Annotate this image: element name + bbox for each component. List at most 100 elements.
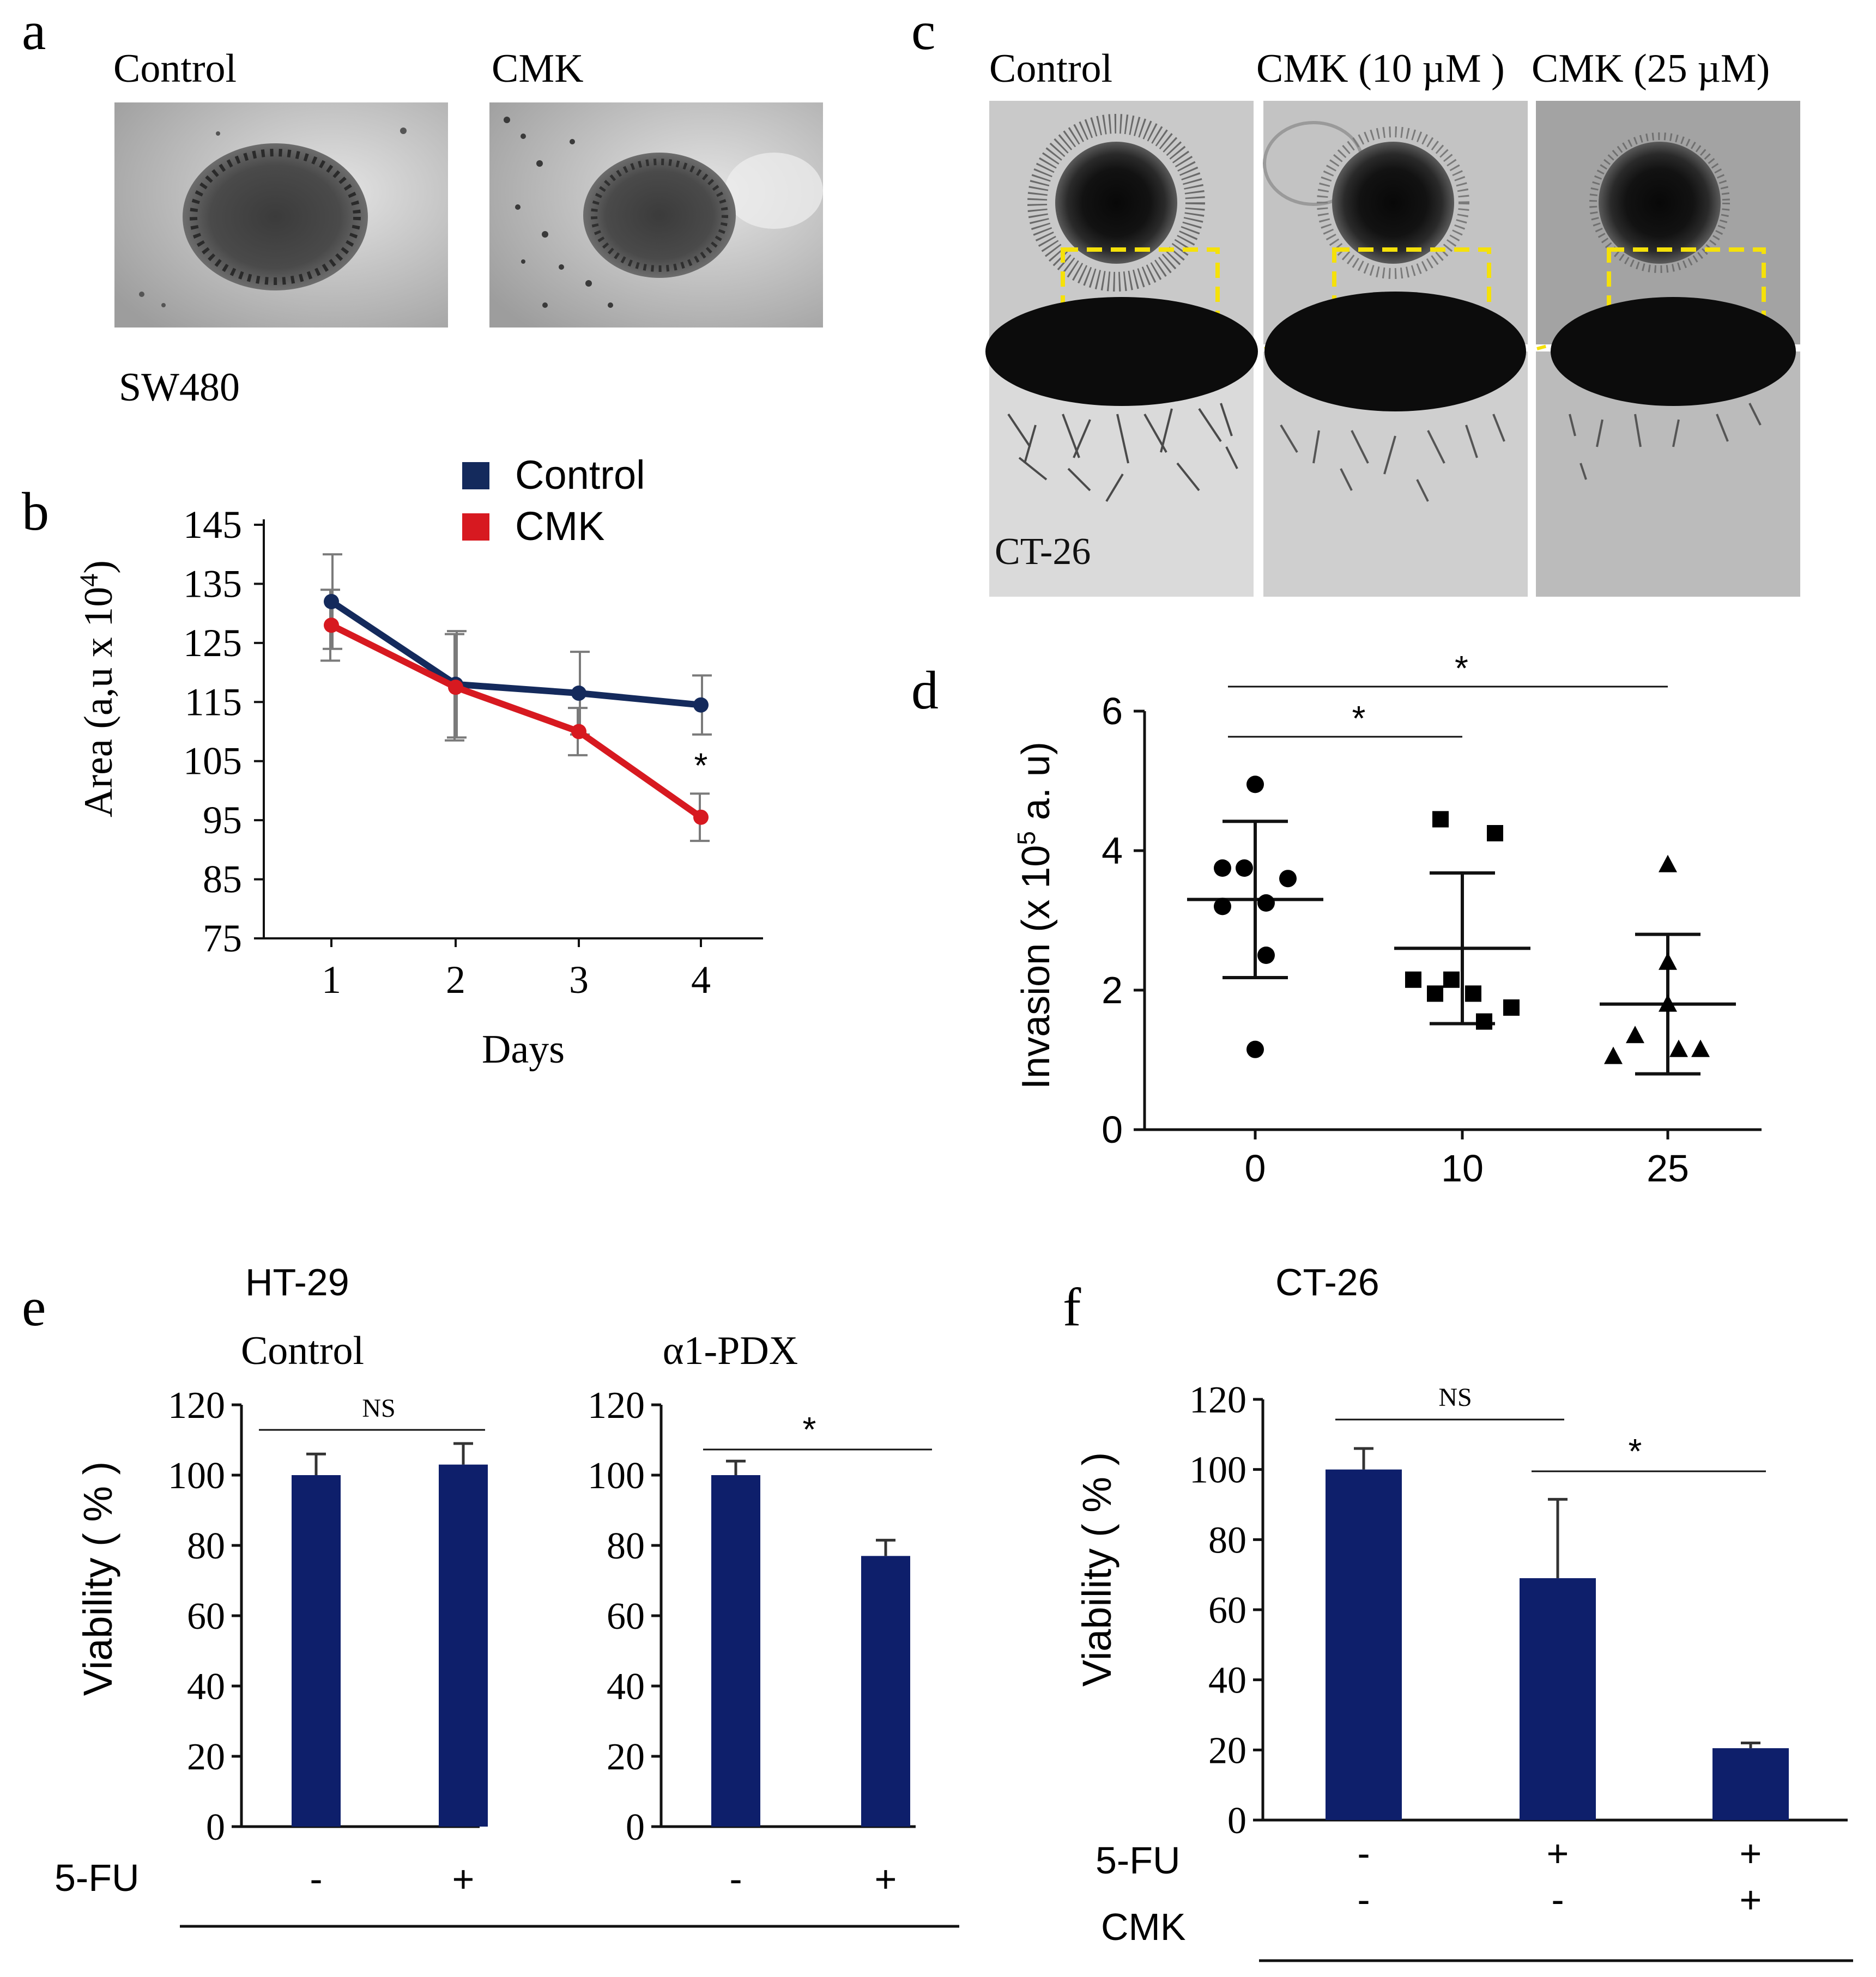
panel-b: b Days Area (a,u x 104) Control CMK 1451…: [22, 452, 763, 1072]
chart-d-point-square: [1465, 985, 1481, 1002]
chart-b-series-control-line: [329, 598, 701, 708]
chart-f-ytick-label: 100: [1189, 1450, 1246, 1491]
chart-e1-ytick-label: 20: [187, 1736, 225, 1778]
chart-b-significance-star: *: [694, 745, 708, 785]
chart-d-point-circle: [1279, 870, 1297, 888]
panel-f: f CT-26 5-FU CMK Viability ( % ) 0 20 40 60…: [1063, 1261, 1853, 1962]
chart-f-bar: [1712, 1748, 1789, 1820]
chart-f-row1-label: -: [1357, 1832, 1370, 1875]
chart-d-ytick-label: 0: [1102, 1108, 1123, 1151]
panel-e-letter: e: [22, 1277, 46, 1337]
chart-d-point-triangle: [1604, 1046, 1623, 1064]
chart-d-point-square: [1427, 985, 1443, 1002]
panel-c-cmk25-label: CMK (25 µM): [1532, 46, 1770, 91]
chart-e-alpha1pdx-title: α1-PDX: [663, 1329, 798, 1373]
chart-d-point-square: [1405, 971, 1421, 988]
chart-b-ylabel-main: Area (a,u x 10: [76, 587, 121, 817]
chart-b-ytick-label: 115: [185, 680, 242, 724]
chart-e2-ytick-label: 40: [607, 1666, 645, 1708]
chart-b-series-control-point: [693, 697, 709, 713]
panel-d-letter: d: [911, 660, 939, 720]
micrograph-c-cmk10-top: [1263, 101, 1528, 344]
chart-d-ylabel-main: Invasion (x 10: [1014, 845, 1058, 1089]
chart-b-xlabel: Days: [482, 1027, 565, 1072]
micrograph-c-cmk10-zoom: [1263, 292, 1528, 597]
chart-d-xtick-label: 10: [1441, 1147, 1484, 1190]
chart-e2-ytick-label: 80: [607, 1525, 645, 1567]
chart-d: Invasion (x 105 a. u) 0 2 4 6 0 10 25 * *: [1012, 648, 1762, 1190]
chart-e-control: Control Viability ( % ) 0 20 40 60 80 100 120 -…: [75, 1329, 488, 1900]
chart-f-significance-ns: NS: [1438, 1383, 1472, 1412]
panel-f-row1-label: 5-FU: [1096, 1839, 1181, 1882]
chart-b: Days Area (a,u x 104) Control CMK 145135…: [75, 452, 763, 1072]
chart-e2-category-label: -: [729, 1858, 742, 1900]
chart-b-series-cmk-point: [324, 617, 339, 633]
chart-f-ylabel: Viability ( % ): [1074, 1452, 1119, 1687]
panel-e: e HT-29 5-FU Control Viability ( % ) 0 20…: [22, 1261, 959, 1928]
chart-b-ytick-label: 105: [183, 739, 242, 783]
chart-e2-bar: [711, 1475, 760, 1827]
panel-a-letter: a: [22, 1, 46, 61]
chart-b-ylabel-sup: 4: [75, 574, 104, 587]
chart-f-ytick-label: 40: [1208, 1660, 1246, 1702]
chart-e1-ytick-label: 100: [168, 1455, 225, 1497]
chart-e2-ytick-label: 0: [626, 1806, 645, 1848]
chart-d-point-circle: [1214, 859, 1231, 877]
chart-b-ytick-label: 85: [203, 858, 242, 901]
chart-b-series-cmk-point: [693, 809, 709, 825]
panel-f-row2-label: CMK: [1101, 1906, 1186, 1948]
panel-c-control-label: Control: [989, 46, 1112, 91]
legend-cmk-label: CMK: [515, 504, 604, 549]
chart-f-ytick-label: 80: [1208, 1519, 1246, 1561]
chart-d-ylabel-close: a. u): [1014, 742, 1058, 831]
chart-f-ytick-label: 0: [1227, 1800, 1246, 1842]
chart-b-ytick-label: 75: [203, 917, 242, 960]
chart-d-point-square: [1443, 971, 1460, 988]
chart-d-point-circle: [1246, 775, 1264, 793]
chart-e-control-title: Control: [241, 1329, 364, 1373]
chart-e2-ytick-label: 100: [588, 1455, 645, 1497]
chart-e1-ytick-label: 40: [187, 1666, 225, 1708]
chart-b-series-control-point: [324, 593, 339, 609]
panel-c-cmk10-label: CMK (10 µM ): [1256, 46, 1505, 91]
panel-a: a Control CMK SW480: [22, 1, 823, 410]
chart-f-row2-label: -: [1551, 1878, 1564, 1921]
panel-c-cell-line: CT-26: [995, 531, 1091, 573]
chart-d-ylabel-sup: 5: [1012, 831, 1040, 845]
chart-f-significance-star: *: [1629, 1432, 1642, 1471]
panel-e-row-label: 5-FU: [55, 1857, 140, 1899]
chart-d-xtick-label: 25: [1647, 1147, 1689, 1190]
micrograph-cmk-sw480: [489, 102, 823, 328]
chart-e-ylabel: Viability ( % ): [75, 1461, 120, 1696]
chart-e1-significance-label: NS: [362, 1394, 395, 1423]
chart-e1-category-label: +: [452, 1858, 475, 1900]
panel-e-cell-line: HT-29: [245, 1261, 349, 1303]
chart-e2-significance-star: *: [803, 1410, 816, 1449]
chart-e1-ytick-label: 80: [187, 1525, 225, 1567]
panel-c-letter: c: [911, 1, 935, 61]
chart-d-point-triangle: [1669, 1039, 1688, 1057]
chart-b-xtick-label: 1: [322, 958, 341, 1002]
micrograph-c-control-top: [989, 101, 1254, 344]
chart-b-ytick-label: 135: [183, 562, 242, 605]
chart-b-legend: Control CMK: [462, 452, 645, 549]
chart-d-point-circle: [1214, 897, 1231, 915]
chart-b-ytick-label: 95: [203, 798, 242, 842]
chart-d-point-square: [1476, 1013, 1492, 1030]
legend-cmk-swatch: [462, 513, 489, 541]
chart-d-point-triangle: [1626, 1026, 1644, 1044]
legend-control-label: Control: [515, 452, 645, 498]
chart-e2-ytick-label: 60: [607, 1596, 645, 1638]
panel-d: d Invasion (x 105 a. u) 0 2 4 6 0 10 25 * *: [911, 648, 1762, 1190]
panel-b-letter: b: [22, 481, 49, 542]
chart-d-point-square: [1503, 999, 1520, 1016]
chart-b-series-cmk-point: [448, 680, 463, 695]
panel-f-cell-line: CT-26: [1275, 1261, 1379, 1303]
chart-d-point-square: [1487, 825, 1503, 841]
chart-e-alpha1pdx: α1-PDX 0 20 40 60 80 100 120 - + *: [588, 1329, 932, 1900]
chart-b-ytick-label: 145: [183, 503, 242, 547]
chart-d-ytick-label: 4: [1102, 829, 1123, 872]
panel-a-control-label: Control: [113, 46, 237, 91]
chart-e1-ytick-label: 60: [187, 1596, 225, 1638]
